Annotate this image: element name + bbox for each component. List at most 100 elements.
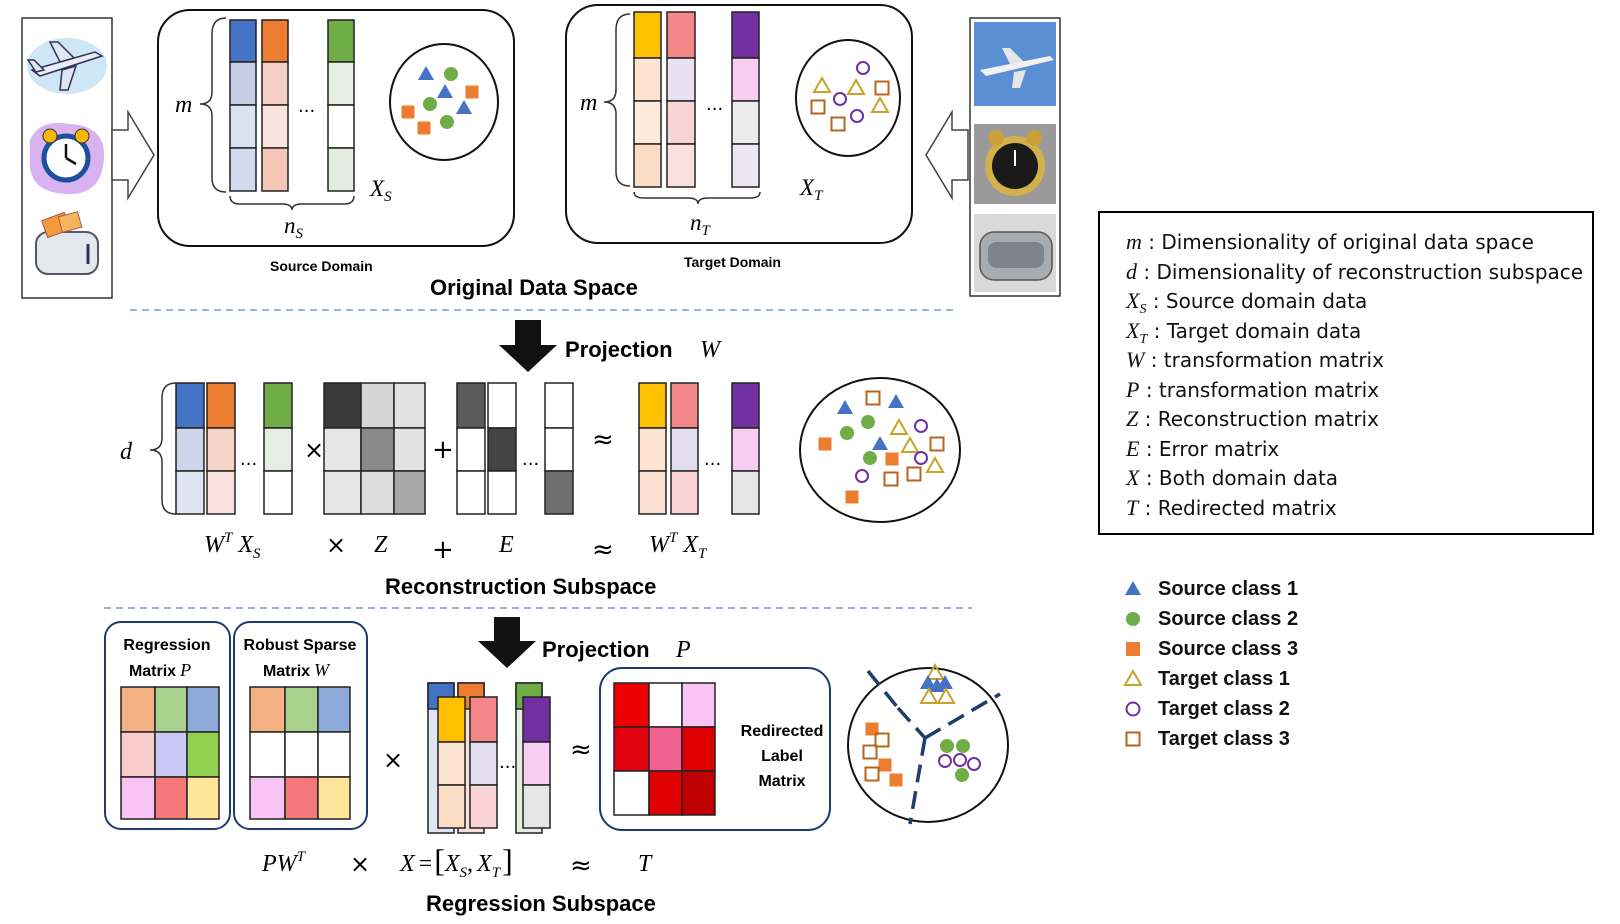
class-legend-target-3: Target class 3 — [1122, 724, 1298, 754]
source-cols-label: nS — [284, 213, 304, 242]
projection-p-label: Projection — [542, 637, 650, 662]
alarm-clock-photo-icon — [974, 124, 1056, 204]
hollow-circle-icon — [1125, 701, 1141, 717]
redirected-line1: Redirected — [741, 723, 824, 740]
filled-circle-icon — [1126, 612, 1140, 626]
eq-approx-2: ≈ — [570, 851, 592, 881]
class-legend-source-2: Source class 2 — [1122, 604, 1298, 634]
e-matrix: ... — [456, 382, 574, 515]
original-data-space-title: Original Data Space — [430, 275, 638, 300]
class-legend-source-3: Source class 3 — [1122, 634, 1298, 664]
eq-approx: ≈ — [592, 535, 614, 565]
hollow-square-icon — [1125, 731, 1141, 747]
legend-row-d: d : Dimensionality of reconstruction sub… — [1126, 258, 1584, 284]
approx-operator-1: ≈ — [592, 425, 614, 455]
regression-box-line2: Matrix P — [129, 660, 191, 680]
target-domain-caption: Target Domain — [684, 254, 781, 270]
x-stack-ellipsis: ... — [499, 752, 516, 773]
legend-row-p: P : transformation matrix — [1126, 376, 1380, 402]
eq-times: × — [326, 531, 346, 559]
source-domain-caption: Source Domain — [270, 258, 373, 274]
target-cols-label: nT — [690, 210, 712, 239]
sparse-box-line1: Robust Sparse — [244, 637, 357, 654]
regression-scatter-circle — [847, 664, 1009, 825]
eq-x-combined: X =[XS, XT] — [399, 842, 513, 881]
eq-plus: + — [432, 535, 454, 565]
source-col-n — [327, 19, 355, 192]
hollow-triangle-icon — [1123, 668, 1143, 686]
source-rows-brace — [199, 17, 227, 193]
wt-xs-ellipsis: ... — [240, 449, 257, 470]
legend-row-t: T : Redirected matrix — [1126, 494, 1337, 520]
redirected-line3: Matrix — [758, 773, 805, 790]
wt-xs-matrix: d ... — [120, 382, 293, 515]
filled-triangle-icon — [1125, 581, 1141, 595]
target-rows-label: m — [580, 90, 597, 116]
projection-p-arrow — [478, 617, 536, 668]
target-input-arrow — [925, 109, 969, 201]
legend-row-xt: XT : Target domain data — [1126, 317, 1362, 347]
source-ellipsis: ... — [298, 96, 315, 117]
regression-equation: PWT × X =[XS, XT] ≈ T — [261, 842, 653, 881]
wt-xt-ellipsis: ... — [704, 449, 721, 470]
source-matrix: ... m nS XS — [175, 17, 392, 242]
redirected-label-matrix-box: Redirected Label Matrix — [599, 667, 831, 831]
legend-row-m: m : Dimensionality of original data spac… — [1126, 229, 1534, 254]
source-cols-brace — [229, 195, 355, 211]
target-matrix-label: XT — [799, 175, 824, 204]
legend-row-w: W : transformation matrix — [1126, 347, 1384, 372]
source-col-1 — [229, 19, 257, 192]
toaster-icon — [35, 211, 99, 275]
eq-e: E — [498, 532, 514, 558]
legend-row-xs: XS : Source domain data — [1126, 288, 1368, 317]
times-operator-2: × — [383, 746, 403, 774]
legend-row-x: X : Both domain data — [1126, 465, 1339, 490]
robust-sparse-matrix-w-box: Robust Sparse Matrix W — [233, 621, 368, 830]
approx-operator-2: ≈ — [570, 735, 592, 765]
eq-wt-xs: WT XS — [204, 530, 261, 562]
target-cols-brace — [633, 191, 761, 205]
eq-wt-xt: WT XT — [649, 530, 708, 562]
eq-t: T — [638, 851, 653, 877]
target-images-panel — [969, 17, 1061, 297]
source-col-2 — [261, 19, 289, 192]
reconstruction-equation: WT XS × Z + E ≈ WT XT — [204, 530, 708, 565]
reconstruction-rows-label: d — [120, 439, 133, 465]
combined-x-matrix-stack: ... — [427, 682, 551, 834]
sparse-box-line2: Matrix W — [263, 660, 331, 680]
target-scatter-circle — [795, 39, 901, 157]
filled-square-icon — [1126, 642, 1140, 656]
target-rows-brace — [603, 13, 631, 187]
class-legend-target-2: Target class 2 — [1122, 694, 1298, 724]
source-input-arrow — [111, 109, 155, 201]
legend-row-z: Z : Reconstruction matrix — [1126, 406, 1379, 431]
projection-p-symbol: P — [675, 637, 691, 663]
target-matrix: ... m nT XT — [580, 11, 824, 239]
source-matrix-label: XS — [369, 176, 392, 205]
reconstruction-subspace-title: Reconstruction Subspace — [385, 574, 656, 599]
airplane-photo-icon — [974, 22, 1056, 106]
redirected-line2: Label — [761, 748, 803, 765]
projection-w-arrow — [499, 320, 557, 372]
regression-matrix-p-box: Regression Matrix P — [104, 621, 231, 830]
source-images-panel — [21, 17, 113, 299]
class-legend: Source class 1 Source class 2 Source cla… — [1122, 574, 1298, 754]
reconstruction-rows-brace — [149, 382, 177, 515]
target-ellipsis: ... — [706, 94, 723, 115]
times-operator-1: × — [304, 436, 324, 464]
target-col-n — [731, 11, 760, 188]
eq-z: Z — [374, 532, 388, 558]
class-legend-source-1: Source class 1 — [1122, 574, 1298, 604]
eq-times-2: × — [350, 850, 370, 878]
source-scatter-circle — [389, 43, 499, 161]
airplane-icon — [26, 38, 107, 94]
alarm-clock-icon — [29, 122, 105, 195]
toaster-photo-icon — [974, 214, 1056, 292]
eq-pwt: PWT — [261, 849, 307, 877]
notation-legend: m : Dimensionality of original data spac… — [1098, 211, 1594, 535]
projection-w-symbol: W — [700, 337, 722, 363]
reconstruction-scatter-circle — [799, 377, 961, 523]
plus-operator-1: + — [432, 435, 454, 465]
wt-xt-matrix: ... — [638, 382, 760, 515]
